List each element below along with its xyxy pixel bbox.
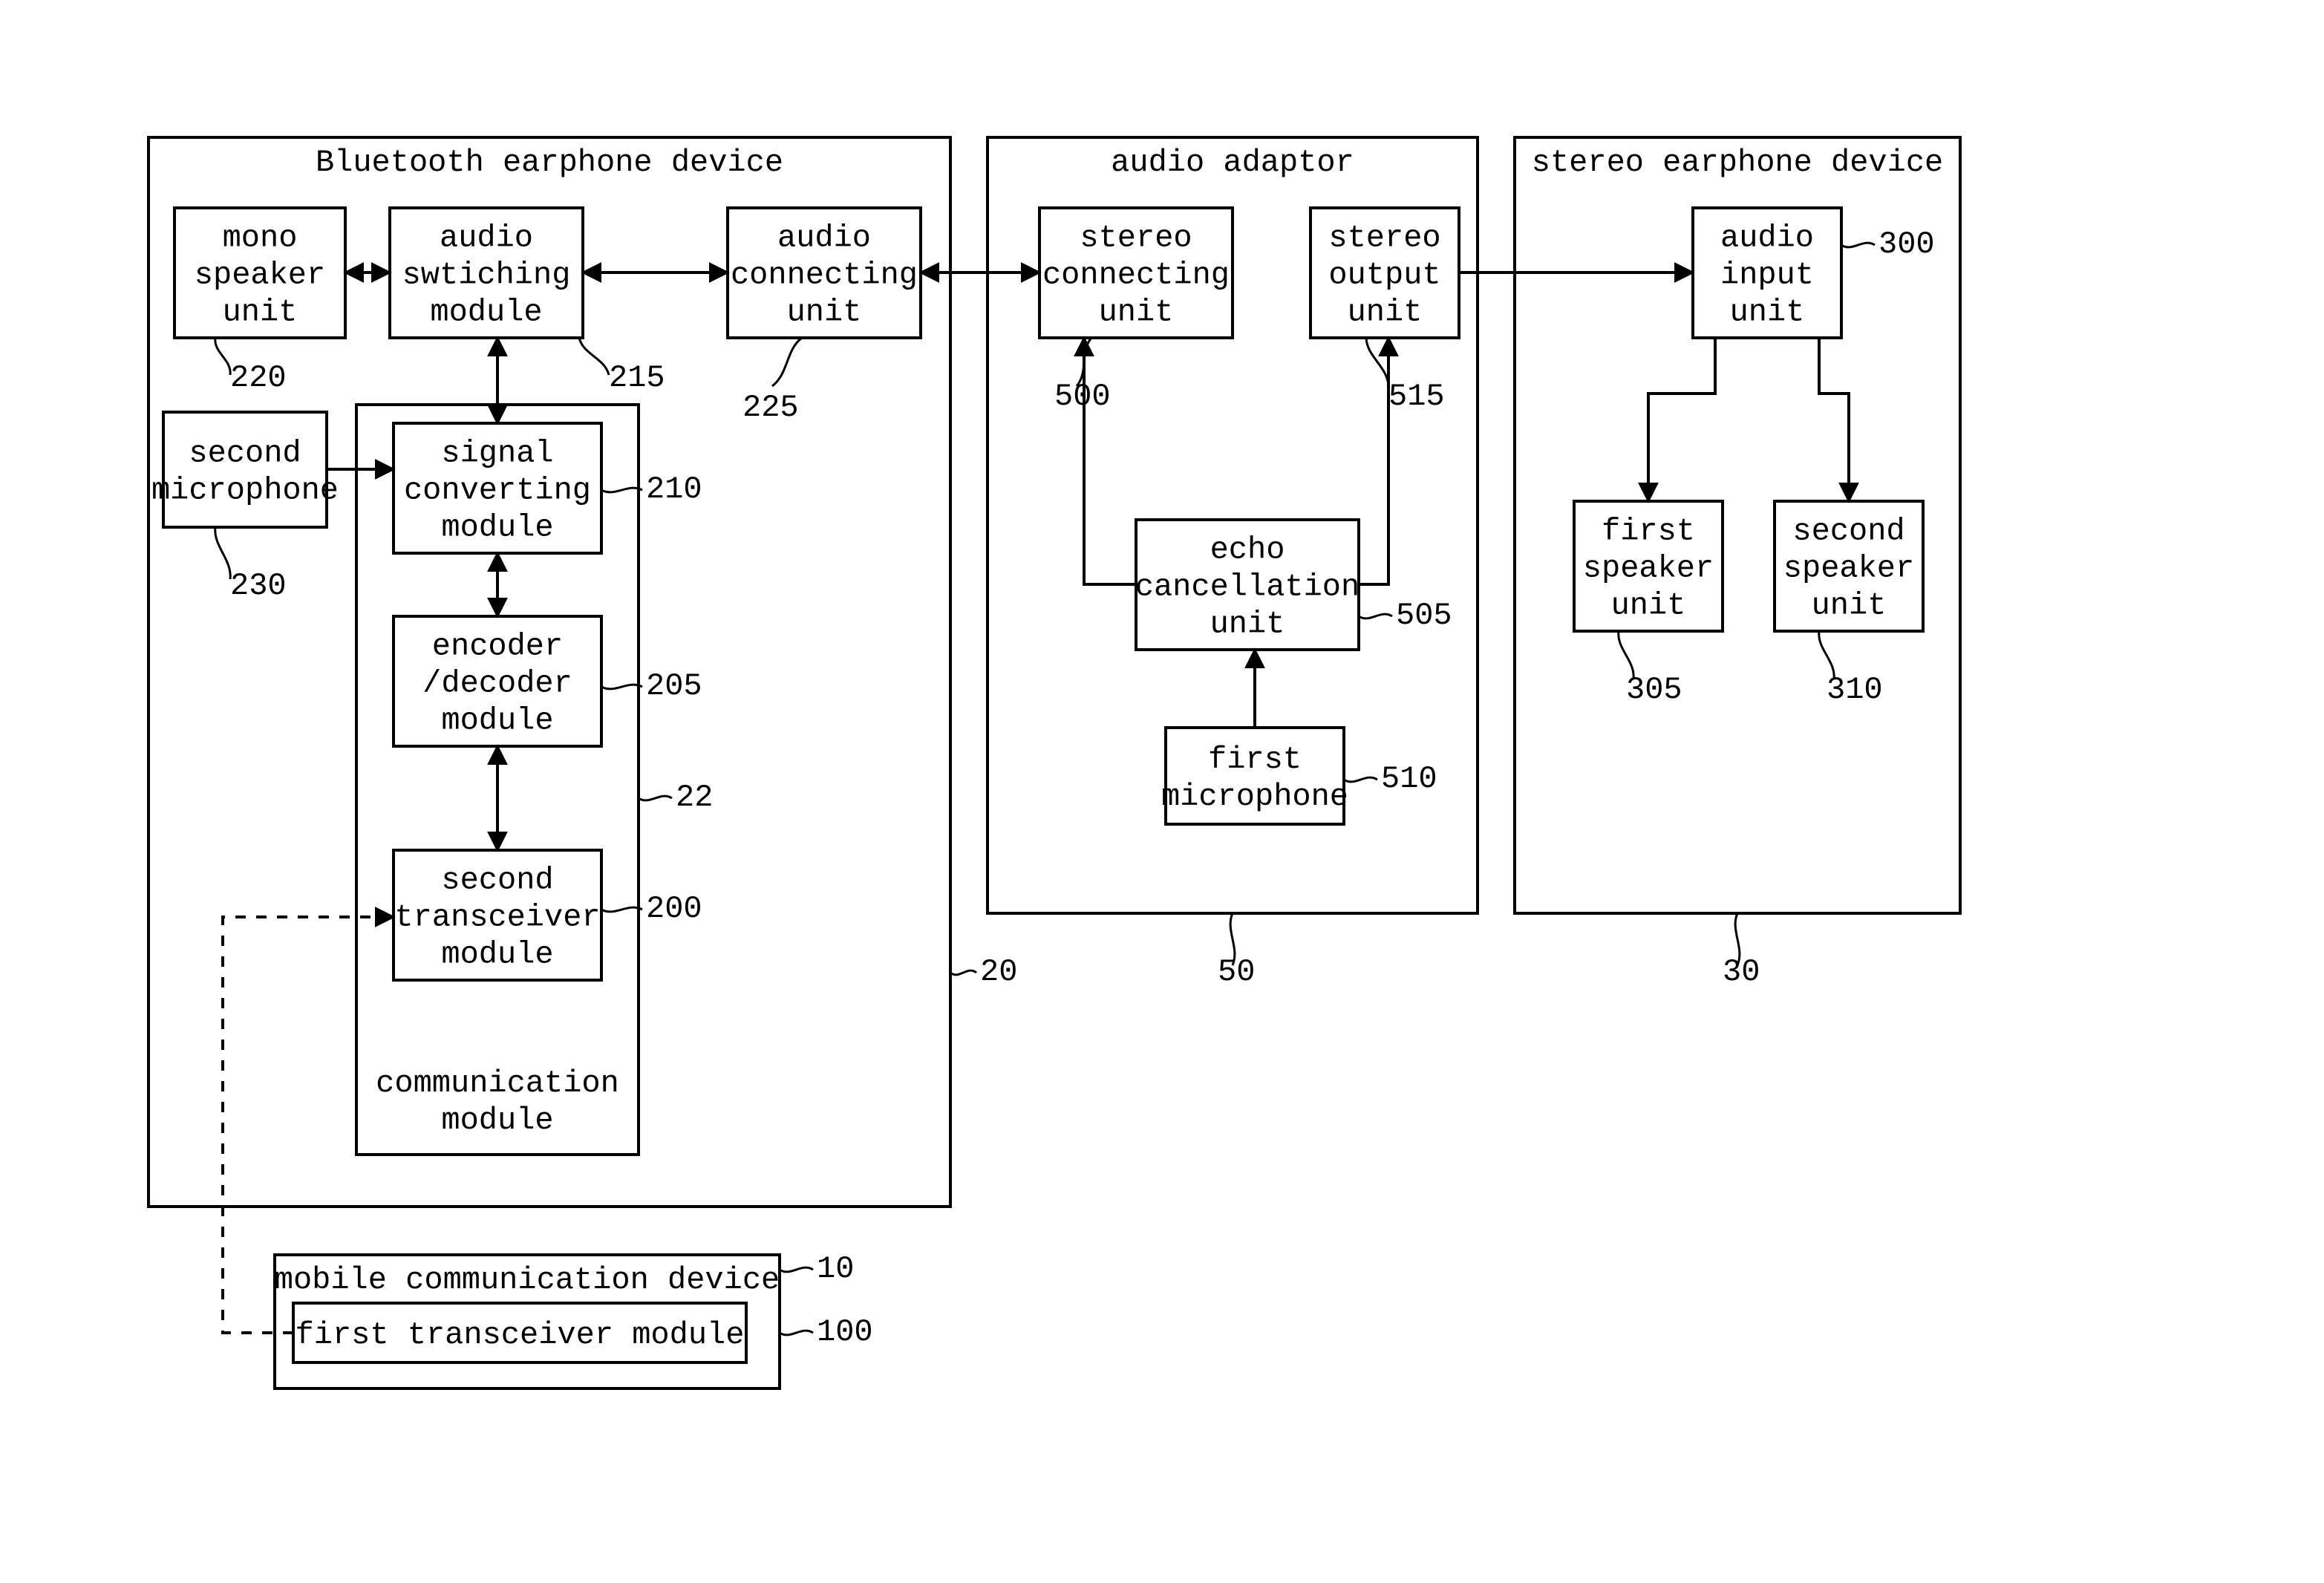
- ref-aa: 50: [1218, 954, 1255, 990]
- conn-ecu-sou: [1359, 338, 1388, 584]
- container-aa-title: audio adaptor: [1111, 145, 1354, 180]
- ref-bt: 20: [980, 954, 1017, 990]
- ref-asm: 215: [609, 360, 665, 396]
- ref-mcd: 10: [817, 1251, 854, 1287]
- leader-line: [601, 488, 642, 492]
- box-mic2-label: secondmicrophone: [151, 436, 339, 509]
- container-se-title: stereo earphone device: [1532, 145, 1944, 180]
- leader-line: [215, 338, 230, 375]
- ref-mono: 220: [230, 360, 287, 396]
- box-st-label: secondtransceivermodule: [394, 863, 600, 973]
- box-mic1-label: firstmicrophone: [1161, 742, 1348, 815]
- block-diagram: Bluetooth earphone device audio adaptor st…: [0, 0, 2324, 1583]
- leader-line: [1344, 777, 1377, 782]
- box-fsu-label: firstspeakerunit: [1583, 514, 1714, 624]
- leader-line: [601, 907, 642, 912]
- container-cm-title: communicationmodule: [376, 1065, 619, 1138]
- box-aiu-label: audioinputunit: [1720, 221, 1814, 330]
- ref-aiu: 300: [1879, 226, 1935, 262]
- leader-line: [780, 1267, 813, 1272]
- ref-scu: 500: [1054, 379, 1111, 414]
- box-scm-label: signalconvertingmodule: [404, 436, 591, 546]
- ref-ftm: 100: [817, 1314, 873, 1350]
- box-asm-label: audioswtichingmodule: [402, 221, 571, 330]
- container-bt-title: Bluetooth earphone device: [316, 145, 783, 180]
- ref-st: 200: [646, 891, 702, 927]
- container-mcd-title: mobile communication device: [275, 1262, 780, 1298]
- ref-se: 30: [1723, 954, 1760, 990]
- ref-mic1: 510: [1381, 761, 1437, 797]
- leader-line: [1359, 614, 1392, 618]
- box-ssu-label: secondspeakerunit: [1783, 514, 1914, 624]
- box-sou-label: stereooutputunit: [1328, 221, 1440, 330]
- conn-ecu-scu: [1084, 338, 1136, 584]
- ref-mic2: 230: [230, 568, 287, 604]
- ref-acu: 225: [742, 390, 799, 425]
- leader-line: [215, 527, 230, 579]
- box-acu-label: audioconnectingunit: [731, 221, 918, 330]
- leader-line: [772, 338, 802, 386]
- ref-enc: 205: [646, 668, 702, 704]
- conn-aiu-ssu: [1819, 338, 1849, 501]
- leader-line: [1841, 243, 1875, 247]
- ref-ecu: 505: [1396, 598, 1452, 633]
- box-scu-label: stereoconnectingunit: [1042, 221, 1230, 330]
- ref-scm: 210: [646, 471, 702, 507]
- conn-aiu-fsu: [1648, 338, 1715, 501]
- leader-line: [950, 970, 976, 975]
- ref-sou: 515: [1388, 379, 1445, 414]
- box-ecu-label: echocancellationunit: [1135, 532, 1360, 642]
- leader-line: [1366, 338, 1388, 386]
- leader-line: [601, 685, 642, 689]
- leader-line: [780, 1331, 813, 1335]
- box-ftm-label: first transceiver module: [296, 1317, 745, 1353]
- ref-cm: 22: [676, 780, 713, 815]
- leader-line: [579, 338, 609, 375]
- box-enc-label: encoder/decodermodule: [422, 629, 572, 739]
- leader-line: [639, 796, 672, 800]
- box-mono-label: monospeakerunit: [195, 221, 325, 330]
